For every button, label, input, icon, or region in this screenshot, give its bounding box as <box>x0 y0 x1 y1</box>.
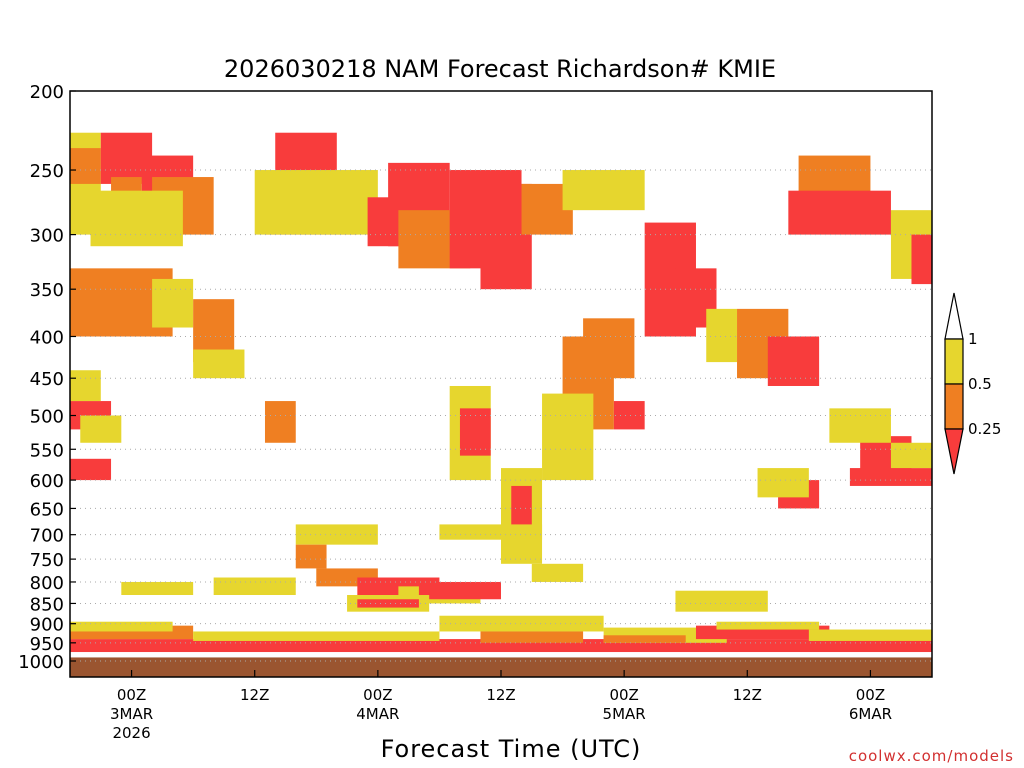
legend-bin-yellow <box>944 338 964 385</box>
x-tick-label-30-1: 4MAR <box>356 705 399 723</box>
ri-region-yellow <box>716 621 820 630</box>
y-tick-label-250: 250 <box>30 161 64 182</box>
ri-region-red <box>613 401 645 430</box>
x-tick-label-18-0: 12Z <box>240 686 269 704</box>
ri-region-orange <box>603 635 686 643</box>
x-tick-label-6-1: 3MAR <box>110 705 153 723</box>
ri-region-yellow <box>829 408 891 443</box>
y-tick-label-800: 800 <box>30 573 64 594</box>
ri-region-red <box>511 485 532 530</box>
ri-region-yellow <box>193 631 440 641</box>
ri-region-yellow <box>213 577 296 596</box>
ri-region-yellow <box>562 170 645 211</box>
ri-region-yellow <box>70 621 173 632</box>
plot-area <box>69 90 933 678</box>
ri-region-yellow <box>254 170 378 235</box>
legend-bottom-arrow <box>944 428 964 475</box>
ri-region-yellow <box>757 468 809 498</box>
y-tick-label-650: 650 <box>30 499 64 520</box>
colorbar-legend: 1 0.5 0.25 <box>944 292 1001 475</box>
x-tick-label-78-0: 00Z <box>856 686 885 704</box>
x-tick-label-78-1: 6MAR <box>849 705 892 723</box>
ri-region-red <box>911 234 932 285</box>
legend-top-arrow <box>944 292 964 340</box>
y-tick-label-300: 300 <box>30 226 64 247</box>
y-tick-label-950: 950 <box>30 634 64 655</box>
ri-region-yellow <box>90 190 183 247</box>
ri-region-red <box>788 190 891 235</box>
x-tick-label-54-1: 5MAR <box>603 705 646 723</box>
ri-region-yellow <box>295 524 378 545</box>
y-tick-label-850: 850 <box>30 594 64 615</box>
x-tick-label-42-0: 12Z <box>486 686 515 704</box>
ri-region-red <box>418 581 501 600</box>
legend-bin-orange <box>944 383 964 430</box>
x-axis-label: Forecast Time (UTC) <box>381 735 642 763</box>
y-tick-label-450: 450 <box>30 369 64 390</box>
y-tick-label-350: 350 <box>30 280 64 301</box>
y-tick-label-600: 600 <box>30 471 64 492</box>
y-tick-label-200: 200 <box>30 82 64 103</box>
y-tick-label-1000: 1000 <box>18 652 64 673</box>
chart-title: 2026030218 NAM Forecast Richardson# KMIE <box>224 55 776 83</box>
ri-region-orange <box>70 148 101 184</box>
ri-region-red <box>70 458 112 481</box>
ri-region-yellow <box>808 629 932 641</box>
ri-region-orange <box>295 544 327 569</box>
y-tick-label-400: 400 <box>30 327 64 348</box>
ri-region-yellow <box>152 278 194 328</box>
ri-region-yellow <box>706 308 738 363</box>
x-tick-label-6-0: 00Z <box>117 686 146 704</box>
y-tick-label-900: 900 <box>30 615 64 636</box>
x-tick-label-6-2: 2026 <box>112 724 150 742</box>
ri-region-yellow <box>121 581 194 596</box>
x-tick-label-30-0: 00Z <box>363 686 392 704</box>
ri-region-yellow <box>542 393 594 481</box>
ri-region-red <box>357 599 419 608</box>
credit-text: coolwx.com/models <box>849 747 1014 765</box>
ri-region-red <box>459 408 491 456</box>
ri-region-yellow <box>675 590 768 612</box>
x-tick-label-66-0: 12Z <box>733 686 762 704</box>
legend-label-0: 1 <box>968 330 978 348</box>
y-tick-label-750: 750 <box>30 550 64 571</box>
ri-region-orange <box>480 631 584 643</box>
y-tick-label-700: 700 <box>30 526 64 547</box>
y-tick-label-500: 500 <box>30 407 64 428</box>
ground-fill <box>70 657 932 677</box>
ri-region-orange <box>583 318 635 379</box>
ri-region-yellow <box>531 563 584 582</box>
ri-region-yellow <box>80 415 122 443</box>
ri-region-yellow <box>193 349 245 379</box>
y-axis: 200 250 300 350 400 450 500 550 600 650 700 7508008… <box>18 82 76 673</box>
legend-label-1: 0.5 <box>968 375 992 393</box>
ri-region-yellow <box>439 615 604 632</box>
ri-region-orange <box>264 401 296 443</box>
legend-label-2: 0.25 <box>968 420 1001 438</box>
ri-region-yellow <box>70 370 101 402</box>
y-tick-label-550: 550 <box>30 440 64 461</box>
ri-region-yellow <box>890 442 932 469</box>
x-tick-label-54-0: 00Z <box>609 686 638 704</box>
